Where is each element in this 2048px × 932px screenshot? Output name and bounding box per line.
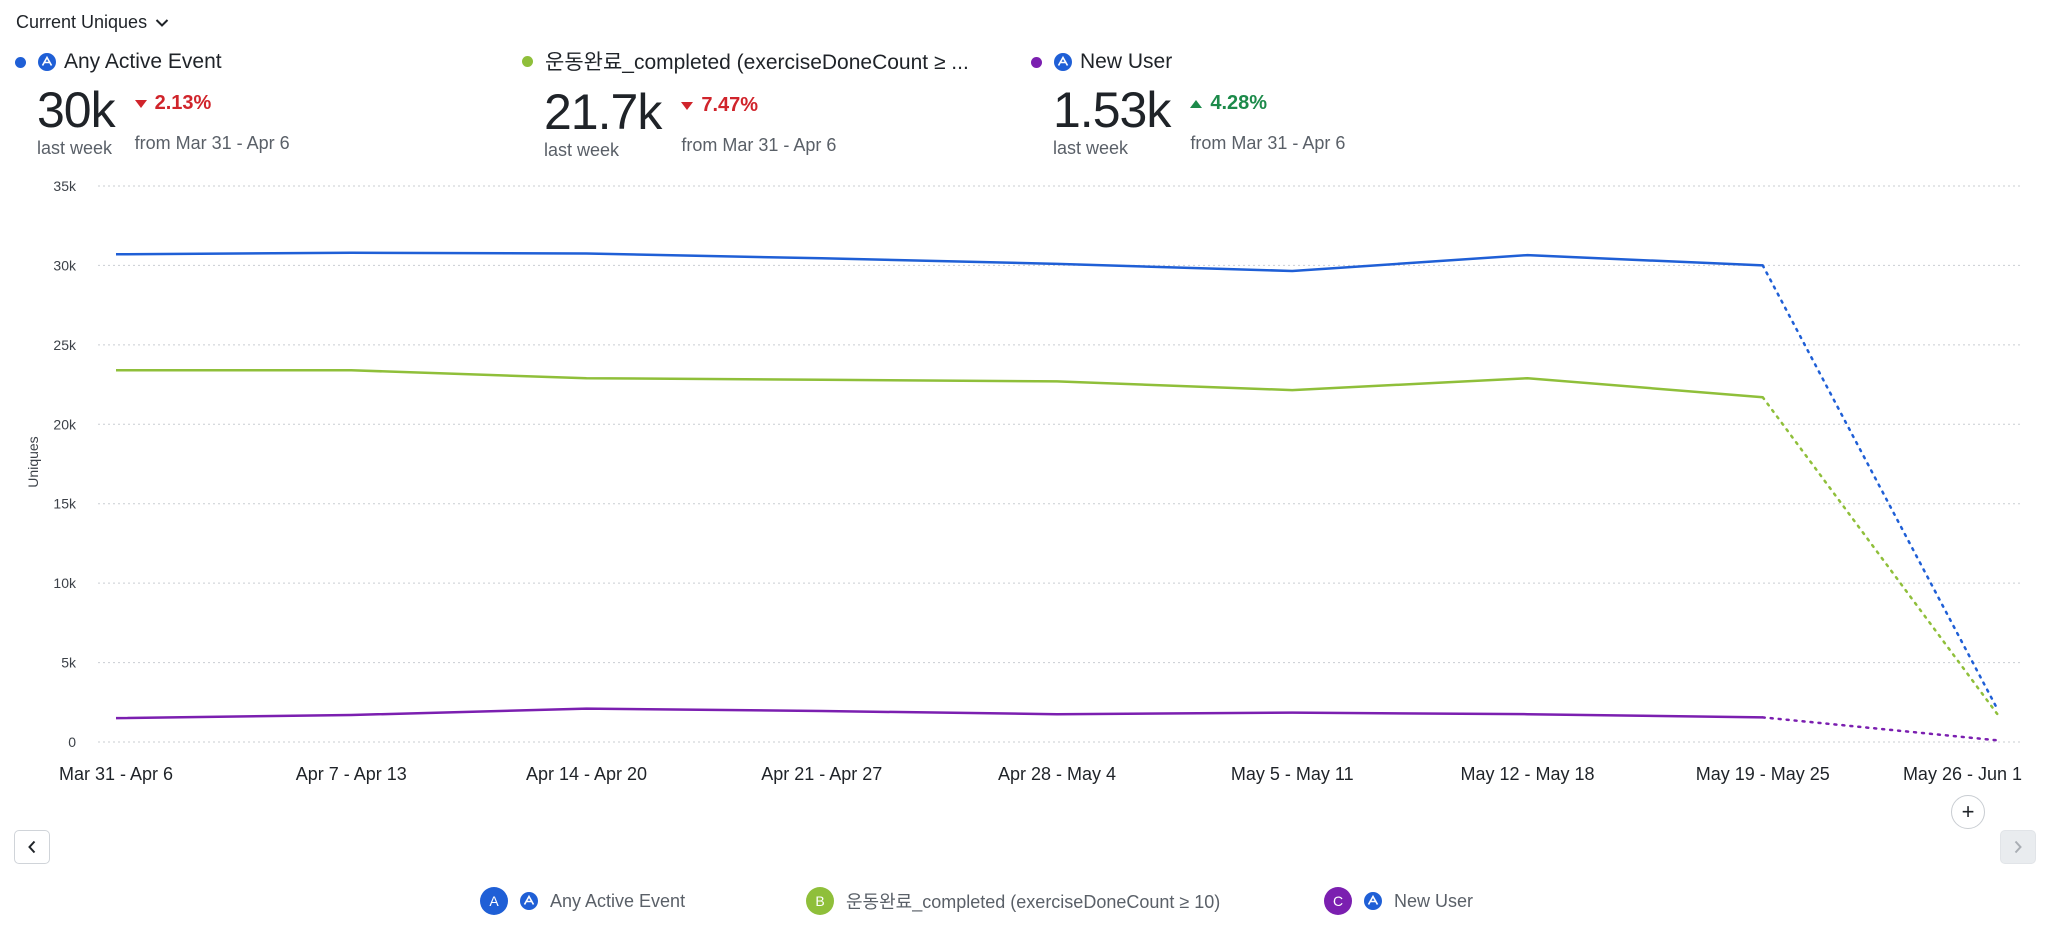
legend-badge: B xyxy=(806,887,834,915)
kpi-label: New User xyxy=(1080,50,1173,73)
x-tick-label: May 26 - Jun 1 xyxy=(1903,764,2022,784)
kpi-comparison: from Mar 31 - Apr 6 xyxy=(681,135,837,155)
event-icon xyxy=(1054,53,1072,71)
y-tick-label: 5k xyxy=(61,655,77,671)
kpi-value: 1.53k xyxy=(1053,82,1171,138)
kpi-label: 운동완료_completed (exerciseDoneCount ≥ ... xyxy=(545,51,969,74)
y-tick-label: 10k xyxy=(53,575,77,591)
x-tick-label: May 5 - May 11 xyxy=(1231,764,1354,784)
x-tick-label: Mar 31 - Apr 6 xyxy=(59,764,173,784)
kpi-sublabel: last week xyxy=(1053,138,1129,158)
triangle-down-icon xyxy=(681,101,694,110)
legend-item-a[interactable]: A Any Active Event xyxy=(480,887,685,915)
y-axis-label: Uniques xyxy=(25,436,41,487)
series-line xyxy=(115,251,1763,273)
chevron-left-icon xyxy=(28,840,36,854)
x-tick-label: Apr 28 - May 4 xyxy=(998,764,1116,784)
y-tick-label: 30k xyxy=(53,257,77,273)
kpi-delta: 7.47% xyxy=(701,94,759,116)
legend-badge: C xyxy=(1324,887,1352,915)
legend-label: 운동완료_completed (exerciseDoneCount ≥ 10) xyxy=(846,892,1221,912)
kpi-comparison: from Mar 31 - Apr 6 xyxy=(1190,133,1346,153)
triangle-down-icon xyxy=(134,99,147,108)
series-line-incomplete xyxy=(1761,264,2000,712)
y-tick-label: 20k xyxy=(53,416,77,432)
y-tick-label: 25k xyxy=(53,337,77,353)
series-color-dot xyxy=(15,56,26,68)
kpi-label: Any Active Event xyxy=(64,50,222,73)
legend-badge: A xyxy=(480,887,508,915)
kpi-comparison: from Mar 31 - Apr 6 xyxy=(134,133,290,153)
legend-item-c[interactable]: C New User xyxy=(1324,887,1473,915)
x-tick-label: May 19 - May 25 xyxy=(1696,764,1830,784)
metric-selector-label: Current Uniques xyxy=(16,12,148,32)
event-icon xyxy=(520,892,538,910)
chevron-down-icon xyxy=(155,18,169,27)
kpi-sublabel: last week xyxy=(37,138,113,158)
kpi-new-user: New User 1.53k last week 4.28% from Mar … xyxy=(1031,50,1345,159)
x-tick-label: Apr 14 - Apr 20 xyxy=(526,764,647,784)
add-annotation-button[interactable]: + xyxy=(1951,795,1985,829)
y-tick-label: 0 xyxy=(68,734,76,750)
metric-selector[interactable]: Current Uniques xyxy=(16,12,169,33)
kpi-value: 21.7k xyxy=(544,84,662,140)
y-tick-label: 15k xyxy=(53,496,77,512)
event-icon xyxy=(1364,892,1382,910)
kpi-sublabel: last week xyxy=(544,140,620,160)
kpi-any-active-event: Any Active Event 30k last week 2.13% fro… xyxy=(15,50,290,159)
triangle-up-icon xyxy=(1190,99,1203,108)
y-tick-label: 35k xyxy=(53,178,77,194)
x-tick-label: Apr 7 - Apr 13 xyxy=(296,764,407,784)
kpi-exercise-completed: 운동완료_completed (exerciseDoneCount ≥ ... … xyxy=(522,46,969,161)
event-icon xyxy=(38,53,56,71)
chevron-right-icon xyxy=(2014,840,2022,854)
kpi-delta: 4.28% xyxy=(1210,92,1268,114)
legend-item-b[interactable]: B 운동완료_completed (exerciseDoneCount ≥ 10… xyxy=(806,887,1220,915)
x-tick-label: May 12 - May 18 xyxy=(1460,764,1594,784)
next-page-button[interactable] xyxy=(2000,830,2036,864)
kpi-value: 30k xyxy=(37,82,116,138)
series-color-dot xyxy=(522,55,533,67)
series-line xyxy=(115,707,1763,720)
legend-label: New User xyxy=(1394,890,1474,911)
x-tick-label: Apr 21 - Apr 27 xyxy=(761,764,882,784)
series-line xyxy=(116,369,1763,399)
series-line-incomplete xyxy=(1761,396,2000,717)
series-color-dot xyxy=(1031,56,1042,68)
series-line-incomplete xyxy=(1761,716,2000,742)
line-chart: 0 5k 10k 15k 20k 25k 30k 35k Uniques Mar 31 - Apr… xyxy=(25,178,2022,784)
kpi-delta: 2.13% xyxy=(154,92,212,114)
legend-label: Any Active Event xyxy=(550,890,686,911)
prev-page-button[interactable] xyxy=(14,830,50,864)
